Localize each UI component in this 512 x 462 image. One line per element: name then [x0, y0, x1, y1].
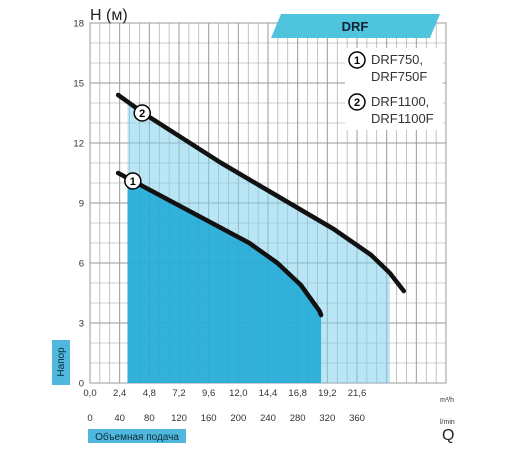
- x-side-label: Объемная подача: [95, 431, 179, 443]
- x-tick-label-bottom: 200: [230, 413, 246, 424]
- x-tick-label-top: 16,8: [288, 388, 307, 399]
- x-tick-label-top: 21,6: [348, 388, 367, 399]
- legend-marker-circle-1: [348, 51, 366, 69]
- x-tick-label-bottom: 80: [144, 413, 155, 424]
- x-unit-bottom: l/min: [440, 419, 455, 426]
- legend-entry-text: DRF1100F: [371, 111, 434, 126]
- x-tick-label-top: 14,4: [259, 388, 278, 399]
- curve-1: [115, 170, 324, 318]
- x-side-label-bg: [88, 429, 186, 443]
- y-tick-label: 12: [73, 139, 84, 150]
- x-axis-title: Q: [442, 427, 454, 444]
- x-tick-label-bottom: 280: [290, 413, 306, 424]
- x-tick-label-top: 19,2: [318, 388, 337, 399]
- x-tick-label-bottom: 0: [87, 413, 92, 424]
- x-tick-label-bottom: 240: [260, 413, 276, 424]
- y-tick-label: 9: [79, 199, 84, 210]
- series-banner: DRF: [271, 14, 440, 38]
- curve-marker-label-2: 2: [139, 108, 145, 120]
- banner-background: [271, 14, 440, 38]
- y-tick-label: 18: [73, 19, 84, 30]
- operating-areas: [127, 101, 390, 384]
- x-tick-label-top: 2,4: [113, 388, 126, 399]
- y-axis-title: H (м): [90, 7, 128, 24]
- x-tick-label-bottom: 160: [201, 413, 217, 424]
- legend-marker-circle-2: [348, 93, 366, 111]
- curve-marker-circle-1: [124, 172, 142, 190]
- curve-marker-circle-2: [133, 104, 151, 122]
- x-tick-label-bottom: 40: [114, 413, 125, 424]
- x-tick-label-top: 4,8: [143, 388, 156, 399]
- legend-marker-label-1: 1: [354, 55, 360, 67]
- x-unit-top: m³/h: [440, 397, 454, 404]
- performance-curves: [115, 92, 407, 318]
- legend-marker-label-2: 2: [354, 97, 360, 109]
- y-tick-label: 0: [79, 379, 84, 390]
- curve-marker-label-1: 1: [130, 176, 136, 188]
- legend-entry-text: DRF750F: [371, 69, 427, 84]
- x-side-label-box: Объемная подача: [88, 429, 186, 443]
- x-tick-label-bottom: 360: [349, 413, 365, 424]
- y-tick-label: 6: [79, 259, 84, 270]
- x-tick-label-bottom: 120: [171, 413, 187, 424]
- y-side-label-bg: [52, 340, 70, 385]
- operating-area-1: [127, 178, 322, 383]
- y-side-label: Напор: [56, 347, 67, 377]
- x-tick-label-bottom: 320: [319, 413, 335, 424]
- curve-2: [115, 92, 407, 294]
- x-tick-label-top: 7,2: [172, 388, 185, 399]
- legend: 1 DRF750, DRF750F 2 DRF1100, DRF1100F: [345, 48, 443, 130]
- x-tick-label-top: 0,0: [83, 388, 96, 399]
- legend-entry-text: DRF750,: [371, 52, 423, 67]
- x-tick-label-top: 9,6: [202, 388, 215, 399]
- legend-entry-text: DRF1100,: [371, 94, 429, 109]
- y-tick-label: 3: [79, 319, 84, 330]
- y-side-label-box: Напор: [52, 340, 70, 385]
- y-tick-label: 15: [73, 79, 84, 90]
- x-tick-label-top: 12,0: [229, 388, 248, 399]
- curve-markers: 12: [124, 104, 151, 190]
- banner-label: DRF: [342, 19, 369, 34]
